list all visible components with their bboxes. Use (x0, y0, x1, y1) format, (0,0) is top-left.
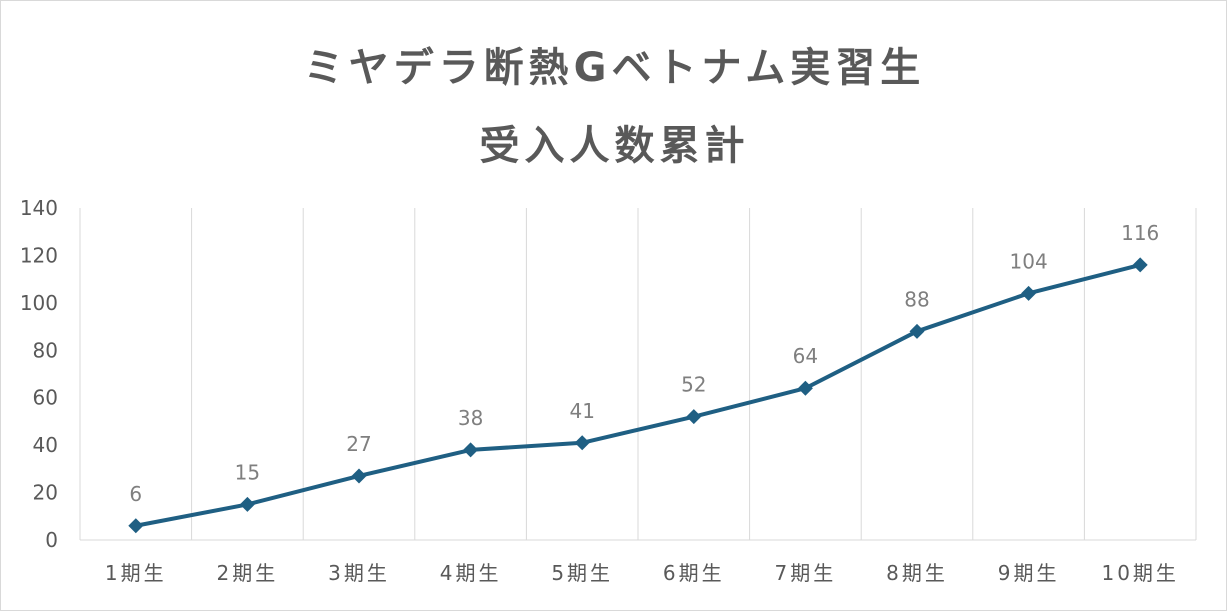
data-label: 41 (569, 399, 594, 423)
chart-title-line2: 受入人数累計 (479, 123, 750, 169)
data-label: 27 (346, 432, 371, 456)
y-tick-label: 120 (20, 243, 58, 267)
x-tick-label: 1期生 (105, 561, 167, 585)
x-tick-label: 6期生 (663, 561, 725, 585)
data-label: 116 (1121, 221, 1159, 245)
x-axis: 1期生 2期生 3期生 4期生 5期生 6期生 7期生 8期生 9期生 10期生 (105, 561, 1178, 585)
data-labels: 6 15 27 38 41 52 64 88 104 116 (129, 221, 1159, 506)
series-line (135, 262, 1141, 528)
y-tick-label: 60 (33, 386, 58, 410)
y-tick-label: 100 (20, 291, 58, 315)
data-point-marker (1132, 257, 1148, 273)
x-tick-label: 5期生 (551, 561, 613, 585)
y-tick-label: 80 (33, 338, 58, 362)
y-tick-label: 20 (33, 481, 58, 505)
x-tick-label: 9期生 (998, 561, 1060, 585)
data-label: 15 (235, 460, 260, 484)
y-axis: 0 20 40 60 80 100 120 140 (20, 196, 58, 552)
data-point-marker (686, 409, 702, 425)
chart-title-line1: ミヤデラ断熱Gベトナム実習生 (303, 45, 926, 91)
data-label: 38 (458, 406, 483, 430)
x-tick-label: 4期生 (440, 561, 502, 585)
data-point-marker (909, 323, 925, 339)
data-label: 104 (1010, 249, 1048, 273)
data-point-marker (128, 518, 144, 534)
data-point-marker (463, 442, 479, 458)
y-tick-label: 140 (20, 196, 58, 220)
x-tick-label: 2期生 (217, 561, 279, 585)
y-tick-label: 40 (33, 433, 58, 457)
x-tick-label: 10期生 (1101, 561, 1178, 585)
data-label: 6 (129, 482, 142, 506)
series (128, 257, 1148, 534)
x-tick-label: 8期生 (886, 561, 948, 585)
data-label: 52 (681, 373, 706, 397)
data-point-marker (797, 380, 813, 396)
data-label: 88 (904, 287, 929, 311)
y-tick-label: 0 (45, 528, 58, 552)
data-point-marker (1021, 285, 1037, 301)
data-point-marker (351, 468, 367, 484)
data-label: 64 (793, 344, 818, 368)
data-point-marker (239, 496, 255, 512)
gridlines (79, 208, 1197, 541)
x-tick-label: 3期生 (328, 561, 390, 585)
data-point-marker (574, 435, 590, 451)
x-tick-label: 7期生 (775, 561, 837, 585)
